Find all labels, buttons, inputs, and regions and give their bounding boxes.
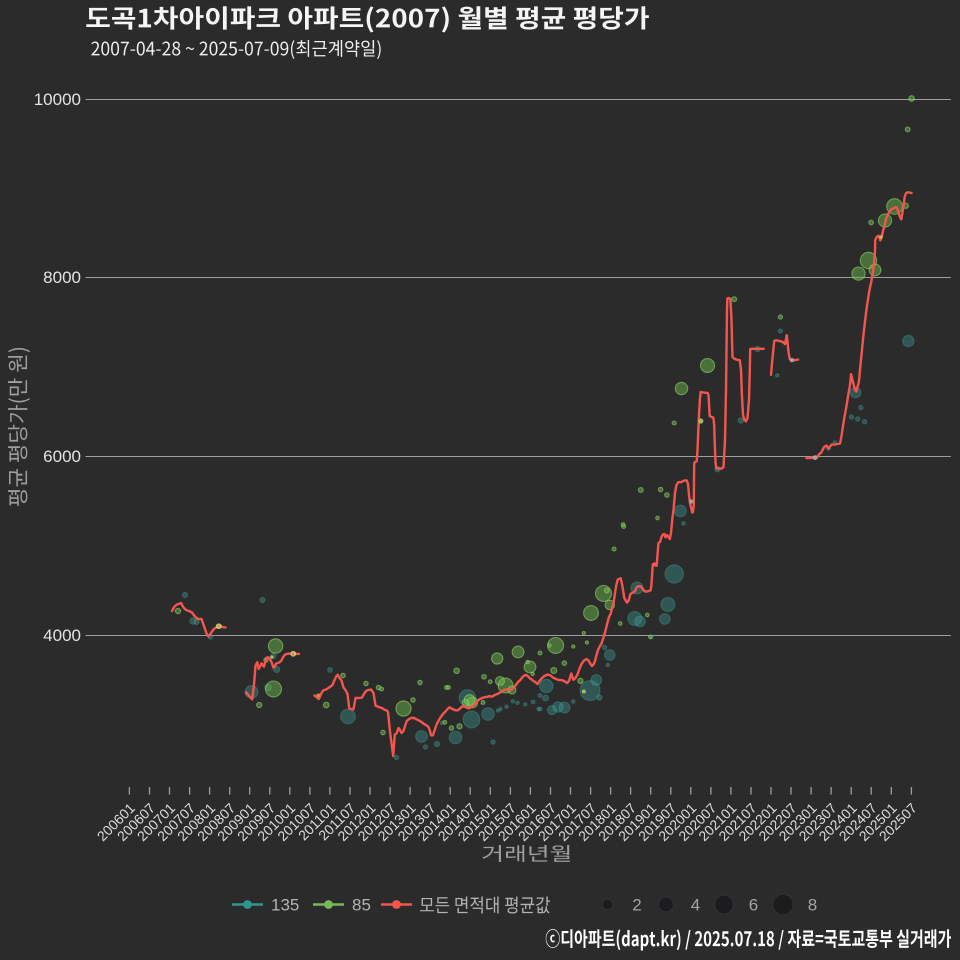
svg-text:8: 8 bbox=[808, 896, 817, 915]
svg-text:4000: 4000 bbox=[43, 626, 81, 645]
svg-text:6: 6 bbox=[749, 896, 758, 915]
svg-text:8000: 8000 bbox=[43, 268, 81, 287]
svg-text:4: 4 bbox=[691, 896, 700, 915]
svg-text:10000: 10000 bbox=[34, 90, 81, 109]
svg-text:85: 85 bbox=[352, 896, 371, 915]
svg-text:135: 135 bbox=[271, 896, 299, 915]
svg-text:6000: 6000 bbox=[43, 447, 81, 466]
svg-text:2: 2 bbox=[632, 896, 641, 915]
